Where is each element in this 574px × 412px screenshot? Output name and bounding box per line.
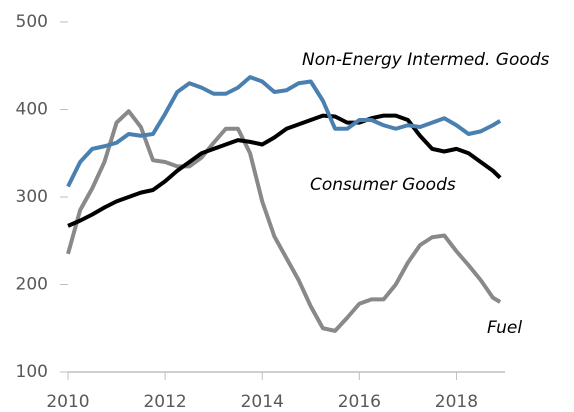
series-line: [67, 113, 502, 228]
series-line: [66, 75, 502, 188]
y-tick-label: 300: [16, 187, 48, 207]
x-tick-label: 2016: [338, 392, 381, 412]
x-tick-label: 2010: [46, 392, 89, 412]
x-tick-label: 2014: [241, 392, 284, 412]
legend-label: Non-Energy Intermed. Goods: [302, 50, 550, 70]
legend-label: Fuel: [487, 318, 522, 338]
y-tick-label: 500: [16, 12, 48, 32]
y-tick-label: 200: [16, 275, 48, 295]
x-tick-label: 2018: [435, 392, 478, 412]
x-tick-label: 2012: [143, 392, 186, 412]
series-line: [66, 109, 502, 333]
y-tick-label: 400: [16, 100, 48, 120]
legend-label: Consumer Goods: [310, 175, 456, 195]
y-tick-label: 100: [16, 362, 48, 382]
